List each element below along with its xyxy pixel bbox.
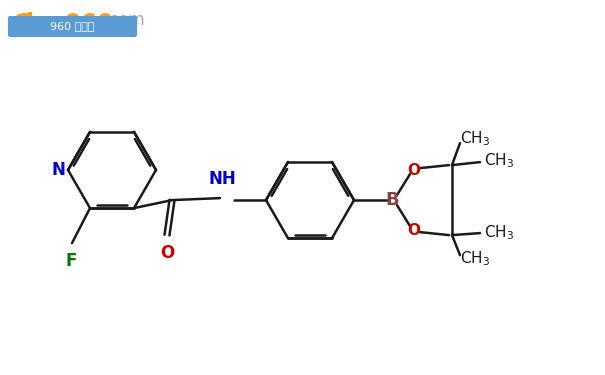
Text: O: O (408, 223, 420, 238)
Text: O: O (408, 163, 420, 178)
Text: 960: 960 (65, 12, 114, 36)
Text: CH$_3$: CH$_3$ (484, 152, 514, 171)
Text: B: B (385, 191, 399, 209)
Text: CH$_3$: CH$_3$ (460, 250, 490, 268)
Text: CH$_3$: CH$_3$ (484, 224, 514, 243)
Text: .com: .com (104, 11, 145, 29)
Text: hem: hem (26, 12, 83, 36)
Text: N: N (51, 161, 65, 179)
FancyBboxPatch shape (8, 16, 137, 37)
Text: C: C (10, 12, 33, 41)
Text: CH$_3$: CH$_3$ (460, 130, 490, 149)
Text: 960 化工网: 960 化工网 (50, 21, 94, 31)
Text: O: O (160, 244, 174, 262)
Text: NH: NH (208, 170, 236, 188)
Text: F: F (65, 252, 77, 270)
